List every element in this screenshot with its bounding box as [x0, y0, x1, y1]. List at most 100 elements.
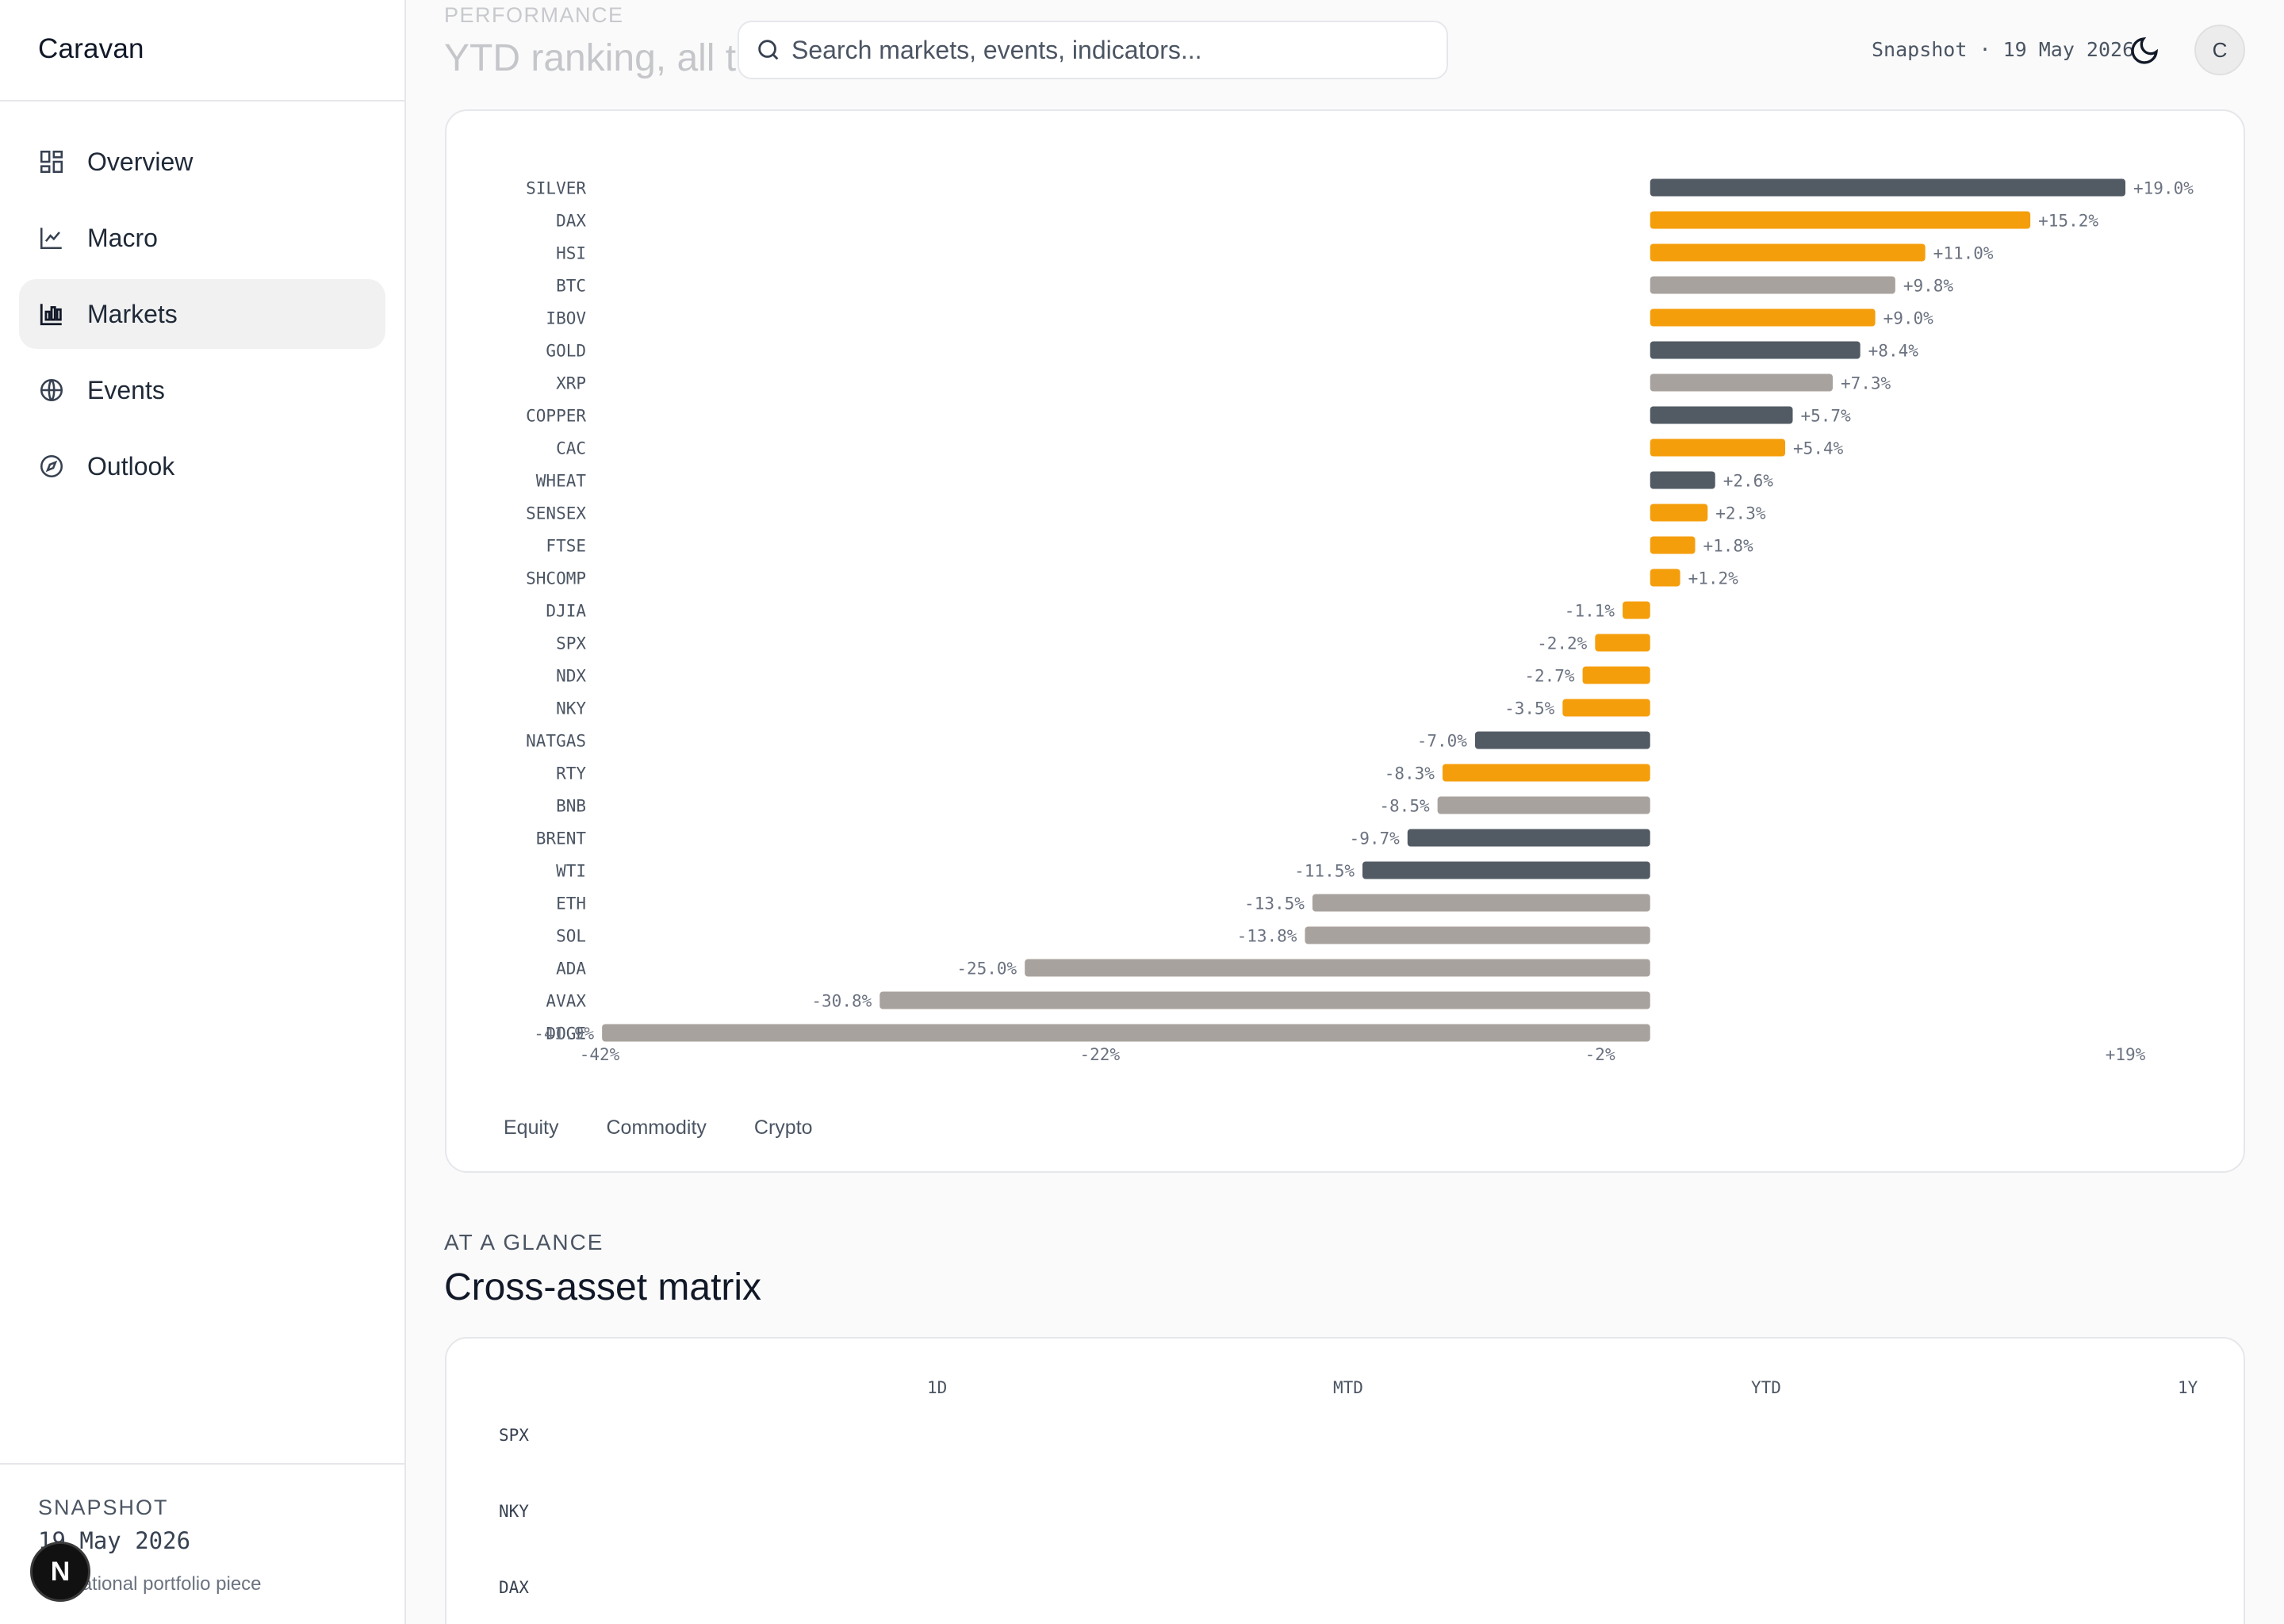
bar-ndx[interactable] [1582, 666, 1650, 684]
category-label: CAC [556, 439, 586, 458]
value-label: +19.0% [2133, 179, 2194, 198]
section-title: Cross-asset matrix [444, 1266, 762, 1308]
category-label: SPX [556, 634, 586, 653]
bar-gold[interactable] [1650, 341, 1861, 359]
x-tick-label: -22% [1080, 1045, 1121, 1064]
matrix-col-header: 1Y [2178, 1378, 2198, 1397]
bar-djia[interactable] [1623, 601, 1650, 619]
category-label: RTY [556, 764, 586, 783]
ytd-bar-chart: SILVER +19.0% DAX +15.2% HSI +11.0% BTC +9.8% IB… [526, 178, 2194, 1064]
bar-ftse[interactable] [1650, 536, 1696, 554]
category-label: BRENT [536, 829, 587, 848]
bar-brent[interactable] [1407, 829, 1650, 847]
x-tick-label: -42% [580, 1045, 620, 1064]
value-label: +5.7% [1801, 407, 1852, 426]
value-label: +2.3% [1715, 504, 1766, 523]
x-tick-label: -2% [1585, 1045, 1615, 1064]
compass-icon [40, 454, 63, 478]
value-label: +2.6% [1723, 472, 1774, 491]
matrix-row-label: DAX [499, 1578, 529, 1597]
grid-icon [40, 150, 63, 174]
matrix-col-header: 1D [927, 1378, 948, 1397]
page-title: YTD ranking, all tracked instruments [444, 37, 745, 79]
bar-eth[interactable] [1312, 894, 1650, 912]
snapshot-label: SNAPSHOT [38, 1496, 169, 1519]
sidebar-item-label: Overview [87, 147, 194, 176]
search-input[interactable] [791, 35, 1410, 65]
bar-btc[interactable] [1650, 276, 1895, 294]
category-label: FTSE [546, 537, 586, 556]
bar-sensex[interactable] [1650, 504, 1708, 522]
value-label: -7.0% [1417, 732, 1468, 751]
category-label: DOGE [546, 1025, 586, 1044]
value-label: -3.5% [1504, 699, 1555, 718]
search-icon [758, 40, 779, 60]
legend-item-commodity[interactable]: Commodity [606, 1116, 707, 1139]
bar-rty[interactable] [1442, 764, 1650, 782]
bar-chart-icon [40, 304, 62, 326]
ytd-chart-card: SILVER +19.0% DAX +15.2% HSI +11.0% BTC +9.8% IB… [445, 109, 2245, 1173]
bar-bnb[interactable] [1437, 796, 1650, 814]
divider [0, 1463, 406, 1465]
category-label: DAX [556, 212, 586, 231]
sidebar-nav: Overview Macro Markets Events Outlook [19, 127, 385, 508]
category-label: COPPER [526, 407, 586, 426]
value-label: +1.8% [1703, 537, 1753, 556]
sidebar-item-overview[interactable]: Overview [19, 127, 385, 197]
bar-cac[interactable] [1650, 439, 1786, 457]
value-label: -2.2% [1537, 634, 1588, 653]
avatar[interactable]: C [2194, 25, 2245, 75]
bar-sol[interactable] [1305, 926, 1650, 944]
category-label: SOL [556, 927, 586, 946]
category-label: BNB [556, 797, 586, 816]
value-label: +1.2% [1688, 569, 1739, 588]
bar-spx[interactable] [1595, 634, 1650, 652]
bar-doge[interactable] [602, 1024, 1650, 1042]
bar-shcomp[interactable] [1650, 569, 1680, 587]
bar-silver[interactable] [1650, 178, 2125, 197]
brand-logo[interactable]: Caravan [38, 33, 144, 64]
value-label: -11.5% [1294, 862, 1355, 881]
matrix-col-header: MTD [1333, 1378, 1363, 1397]
legend-item-crypto[interactable]: Crypto [753, 1116, 813, 1139]
section-label: AT A GLANCE [444, 1230, 604, 1254]
sidebar: Caravan Overview Macro Markets Events Ou… [0, 0, 406, 1624]
snapshot-indicator: Snapshot · 19 May 2026 [1872, 38, 2135, 61]
bar-natgas[interactable] [1474, 731, 1650, 749]
value-label: -2.7% [1524, 667, 1575, 686]
category-label: SHCOMP [526, 569, 586, 588]
sidebar-item-label: Outlook [87, 451, 175, 481]
bar-avax[interactable] [879, 991, 1650, 1009]
category-label: GOLD [546, 342, 586, 361]
value-label: -41.9% [534, 1025, 594, 1044]
category-label: NDX [556, 667, 586, 686]
bar-hsi[interactable] [1650, 243, 1926, 262]
bar-wti[interactable] [1362, 861, 1650, 879]
bar-wheat[interactable] [1650, 471, 1715, 489]
category-label: BTC [556, 277, 586, 296]
sidebar-item-outlook[interactable]: Outlook [19, 431, 385, 501]
matrix-row-label: SPX [499, 1426, 529, 1445]
bar-ada[interactable] [1025, 959, 1650, 977]
sidebar-item-events[interactable]: Events [19, 355, 385, 425]
bar-ibov[interactable] [1650, 308, 1876, 327]
category-label: AVAX [546, 992, 586, 1011]
value-label: +7.3% [1841, 374, 1891, 393]
bar-nky[interactable] [1562, 699, 1650, 717]
bar-copper[interactable] [1650, 406, 1793, 424]
chart-legend: Equity Commodity Crypto [504, 1116, 813, 1139]
bar-dax[interactable] [1650, 211, 2031, 229]
value-label: -30.8% [811, 992, 872, 1011]
search-box[interactable] [738, 21, 1448, 79]
dev-badge[interactable]: N [30, 1542, 90, 1602]
category-label: IBOV [546, 309, 586, 328]
moon-icon[interactable] [2129, 35, 2160, 67]
globe-icon [40, 378, 63, 402]
sidebar-item-markets[interactable]: Markets [19, 279, 385, 349]
sidebar-item-macro[interactable]: Macro [19, 203, 385, 273]
legend-item-equity[interactable]: Equity [504, 1116, 559, 1139]
category-label: NATGAS [526, 732, 586, 751]
section-label: PERFORMANCE [444, 3, 624, 27]
bar-xrp[interactable] [1650, 373, 1833, 392]
line-chart-icon [40, 228, 62, 250]
